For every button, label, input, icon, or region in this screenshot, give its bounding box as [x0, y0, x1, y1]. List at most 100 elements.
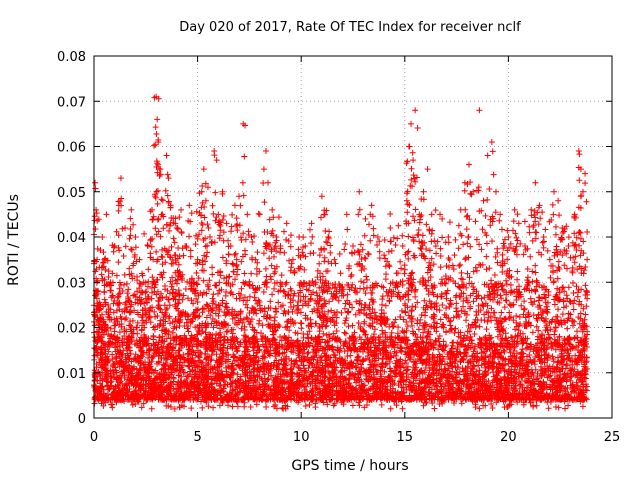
data-point — [439, 234, 446, 241]
data-point — [382, 255, 389, 262]
data-point — [504, 227, 511, 234]
data-point — [305, 349, 312, 356]
data-point — [537, 363, 544, 370]
data-point — [544, 357, 551, 364]
data-point — [192, 241, 199, 248]
data-point — [269, 291, 276, 298]
data-point — [458, 400, 465, 407]
data-point — [210, 342, 217, 349]
data-point — [387, 368, 394, 375]
data-point — [547, 335, 554, 342]
data-point — [500, 376, 507, 383]
data-point — [582, 386, 589, 393]
data-point — [570, 290, 577, 297]
data-point — [529, 301, 536, 308]
data-point — [299, 249, 306, 256]
data-point — [164, 356, 171, 363]
data-point — [546, 373, 553, 380]
data-point — [524, 266, 531, 273]
data-point — [563, 292, 570, 299]
data-point — [387, 405, 394, 412]
data-point — [283, 279, 290, 286]
data-point — [412, 293, 419, 300]
data-point — [213, 380, 220, 387]
data-point — [506, 382, 513, 389]
data-point — [229, 403, 236, 410]
data-point — [526, 229, 533, 236]
data-point — [562, 405, 569, 412]
data-point — [561, 262, 568, 269]
data-point — [496, 361, 503, 368]
data-point — [210, 210, 217, 217]
data-point — [240, 297, 247, 304]
data-point — [234, 403, 241, 410]
data-point — [443, 295, 450, 302]
data-point — [138, 404, 145, 411]
data-point — [109, 351, 116, 358]
data-point — [119, 225, 126, 232]
data-point — [312, 404, 319, 411]
data-point — [466, 274, 473, 281]
data-point — [559, 252, 566, 259]
data-point — [365, 251, 372, 258]
data-point — [415, 326, 422, 333]
data-point — [556, 334, 563, 341]
data-point — [577, 310, 584, 317]
data-point — [523, 366, 530, 373]
data-point — [225, 402, 232, 409]
data-point — [238, 285, 245, 292]
data-point — [241, 403, 248, 410]
data-point — [169, 329, 176, 336]
data-point — [136, 285, 143, 292]
data-point — [344, 308, 351, 315]
data-point — [488, 305, 495, 312]
data-point — [457, 350, 464, 357]
data-point — [513, 319, 520, 326]
data-point — [111, 361, 118, 368]
data-point — [298, 357, 305, 364]
data-point — [555, 404, 562, 411]
data-point — [486, 288, 493, 295]
data-point — [168, 243, 175, 250]
data-point — [405, 312, 412, 319]
data-point — [355, 211, 362, 218]
data-point — [100, 342, 107, 349]
data-point — [365, 221, 372, 228]
data-point — [170, 235, 177, 242]
data-point — [213, 330, 220, 337]
data-point — [268, 276, 275, 283]
data-point — [100, 402, 107, 409]
data-point — [256, 346, 263, 353]
data-point — [123, 314, 130, 321]
data-point — [193, 208, 200, 215]
data-point — [199, 404, 206, 411]
data-point — [569, 280, 576, 287]
data-point — [493, 284, 500, 291]
data-point — [303, 286, 310, 293]
data-point — [484, 318, 491, 325]
data-point — [249, 239, 256, 246]
data-point — [516, 283, 523, 290]
data-point — [520, 251, 527, 258]
data-point — [565, 402, 572, 409]
data-point — [205, 403, 212, 410]
data-point — [473, 267, 480, 274]
data-point — [503, 281, 510, 288]
data-point — [189, 367, 196, 374]
data-point — [219, 350, 226, 357]
data-point — [564, 362, 571, 369]
data-point — [123, 280, 130, 287]
data-point — [360, 279, 367, 286]
data-point — [229, 211, 236, 218]
data-point — [556, 212, 563, 219]
data-point — [175, 287, 182, 294]
data-point — [302, 403, 309, 410]
data-point — [494, 333, 501, 340]
data-point — [527, 295, 534, 302]
data-point — [229, 378, 236, 385]
data-point — [374, 242, 381, 249]
data-point — [287, 316, 294, 323]
data-point — [255, 320, 262, 327]
data-point — [409, 347, 416, 354]
data-point — [379, 301, 386, 308]
